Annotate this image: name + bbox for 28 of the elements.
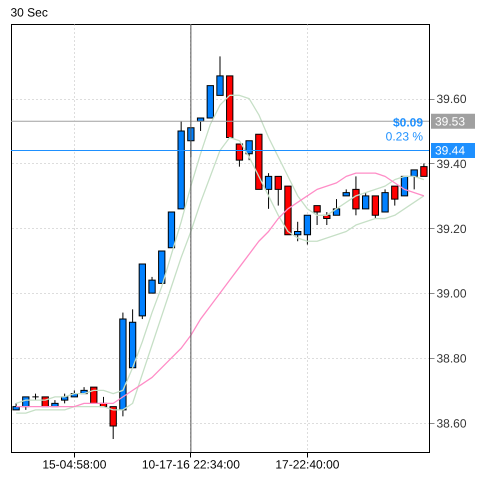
candlestick	[294, 221, 302, 242]
candlestick	[381, 188, 389, 213]
y-tick-label: 38.80	[436, 351, 467, 366]
candlestick	[372, 195, 380, 220]
annotation: 0.23 %	[386, 129, 424, 144]
y-tick-label: 38.60	[436, 416, 467, 430]
candlestick	[245, 140, 253, 161]
candlestick	[110, 406, 117, 440]
y-tick-label: 39.40	[436, 156, 467, 171]
candlestick	[304, 214, 312, 245]
ref-line-label: 39.44	[435, 143, 466, 158]
candlestick	[391, 186, 398, 206]
candlestick	[352, 176, 360, 216]
ref-line-label: 39.53	[435, 114, 466, 128]
candlestick	[362, 192, 370, 210]
candlestick	[148, 276, 156, 294]
x-tick-label: 15-04:58:00	[42, 458, 107, 472]
candlestick	[274, 176, 282, 206]
candlestick	[264, 172, 272, 210]
candlestick	[313, 205, 321, 226]
y-tick-label: 39.20	[436, 222, 467, 236]
x-tick-label: 10-17-16 22:34:00	[142, 458, 240, 472]
y-tick-label: 39.00	[436, 286, 467, 301]
annotation: $0.09	[392, 115, 424, 130]
chart-title: 30 Sec	[10, 6, 48, 20]
y-tick-label: 39.60	[436, 92, 467, 106]
candlestick	[216, 56, 224, 96]
x-tick-label: 17-22:40:00	[275, 458, 340, 472]
